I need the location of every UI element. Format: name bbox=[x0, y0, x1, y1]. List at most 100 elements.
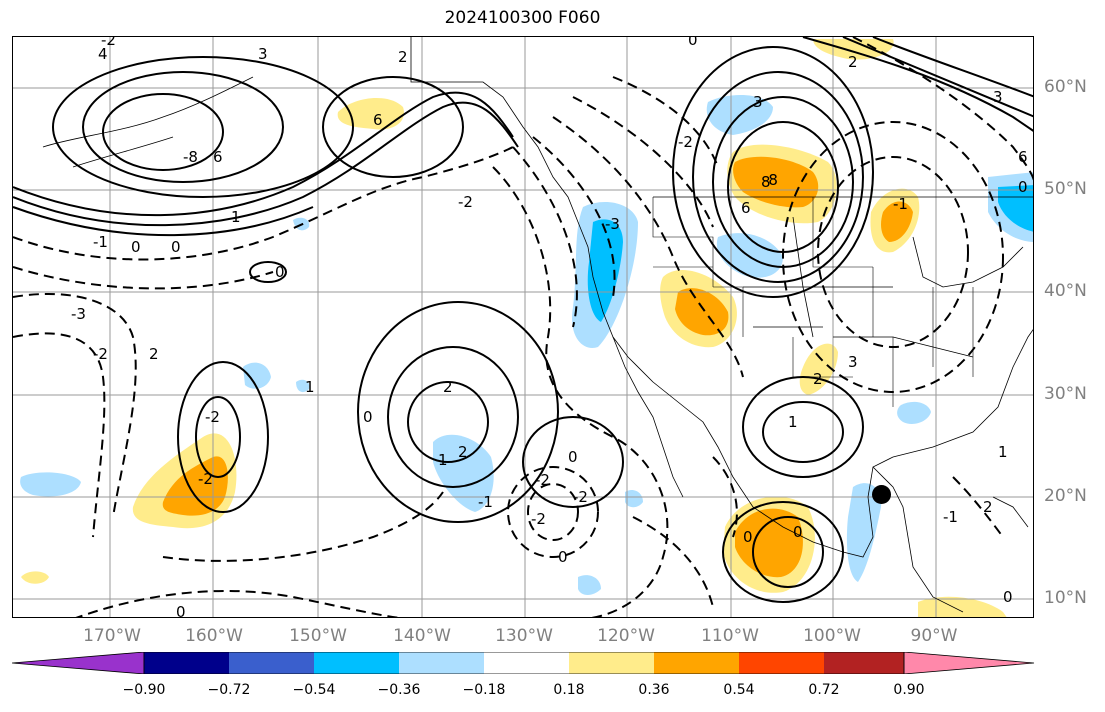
contour-label: 6 bbox=[373, 111, 383, 129]
contour-mexico-1 bbox=[752, 516, 824, 588]
shade-warm-caribbean bbox=[918, 596, 1007, 617]
contour-jet-1 bbox=[13, 91, 514, 217]
shade-cool-small4 bbox=[296, 379, 310, 393]
graticule bbox=[13, 37, 1033, 617]
contour-label: 1 bbox=[788, 413, 798, 431]
contour-label: 2 bbox=[149, 345, 159, 363]
lat-label-60n: 60°N bbox=[1044, 77, 1087, 97]
contour-label: -2 bbox=[531, 510, 546, 528]
lon-label-140w: 140°W bbox=[393, 626, 451, 646]
contour-hawaii-1 bbox=[195, 396, 241, 478]
contour-label: 0 bbox=[171, 238, 181, 256]
colorbar-extend-high bbox=[903, 652, 1035, 674]
contour-label: 0 bbox=[743, 528, 753, 546]
contour-label: 6 bbox=[741, 199, 751, 217]
contour-label: 2 bbox=[443, 378, 453, 396]
shade-cool-california-core bbox=[587, 219, 623, 322]
shade-cool-gulf bbox=[846, 483, 882, 582]
contour-label: 0 bbox=[131, 238, 141, 256]
contour-label: 3 bbox=[993, 88, 1003, 106]
contour-north-jet-2 bbox=[842, 37, 1033, 118]
contour-jet-3 bbox=[13, 206, 314, 237]
shade-cool-west bbox=[20, 472, 81, 497]
shade-cool-small2 bbox=[578, 575, 601, 595]
contour-mexico-2 bbox=[722, 501, 844, 603]
contour-label: -2 bbox=[678, 133, 693, 151]
contour-label: -2 bbox=[101, 37, 116, 49]
shade-warm-small bbox=[21, 571, 49, 584]
contour-label: 0 bbox=[176, 603, 186, 618]
contour-label: -2 bbox=[205, 408, 220, 426]
map-title: 2024100300 F060 bbox=[444, 8, 601, 28]
contour-label: 4 bbox=[98, 45, 108, 63]
lon-label-170w: 170°W bbox=[83, 626, 141, 646]
contour-label: 0 bbox=[793, 523, 803, 541]
lon-label-110w: 110°W bbox=[701, 626, 759, 646]
contour-label: 2 bbox=[813, 370, 823, 388]
colorbar-tick: −0.72 bbox=[207, 682, 251, 698]
contour-label: 0 bbox=[558, 548, 568, 566]
contour-label: 0 bbox=[275, 263, 285, 281]
state-lines bbox=[652, 197, 974, 407]
contour-label: 2 bbox=[398, 48, 408, 66]
contour-label: 1 bbox=[305, 378, 315, 396]
station-marker bbox=[872, 485, 891, 504]
contour-aleutian-low-3 bbox=[52, 56, 354, 198]
lat-label-40n: 40°N bbox=[1044, 281, 1087, 301]
solid-contours bbox=[13, 37, 1033, 603]
contour-label: -2 bbox=[458, 193, 473, 211]
lon-label-120w: 120°W bbox=[597, 626, 655, 646]
shade-warm-gulf-alaska bbox=[337, 97, 404, 130]
contour-hawaii-2 bbox=[177, 361, 269, 513]
contour-label: -2 bbox=[535, 471, 550, 489]
map-panel: 4 3 -2 2 -8 6 6 -8 -1 0 0 1 0 -3 -2 2 1 … bbox=[12, 36, 1034, 618]
contour-label: 0 bbox=[1003, 588, 1013, 606]
colorbar-tick: 0.54 bbox=[723, 682, 755, 698]
contour-pacific-high-1 bbox=[407, 381, 489, 463]
colorbar-extend-low bbox=[12, 652, 145, 674]
lon-label-90w: 90°W bbox=[910, 626, 958, 646]
colorbar-segment bbox=[314, 652, 399, 674]
lon-label-160w: 160°W bbox=[185, 626, 243, 646]
contour-label: -3 bbox=[605, 215, 620, 233]
lat-label-30n: 30°N bbox=[1044, 384, 1087, 404]
contour-label: -2 bbox=[93, 345, 108, 363]
shade-cool-pacific bbox=[433, 434, 494, 512]
contour-gulf-high bbox=[322, 76, 464, 178]
colorbar-tick: −0.90 bbox=[122, 682, 166, 698]
lon-label-130w: 130°W bbox=[495, 626, 553, 646]
shade-warm-greatlakes-core bbox=[881, 201, 913, 242]
shade-warm-mexico-core bbox=[735, 508, 803, 578]
shade-cool-small bbox=[625, 490, 643, 508]
contour-label: 2 bbox=[848, 53, 858, 71]
contour-label: -1 bbox=[943, 508, 958, 526]
colorbar-segment bbox=[229, 652, 314, 674]
contour-canada-low-3 bbox=[692, 71, 864, 283]
contour-small-1 bbox=[249, 261, 287, 283]
colorbar-tick: 0.18 bbox=[553, 682, 585, 698]
contour-label-layer: 4 3 -2 2 -8 6 6 -8 -1 0 0 1 0 -3 -2 2 1 … bbox=[71, 37, 1028, 618]
colorbar-tick: −0.18 bbox=[462, 682, 506, 698]
colorbar-tick: 0.72 bbox=[808, 682, 840, 698]
contour-label: -1 bbox=[478, 493, 493, 511]
colorbar-tick: 0.90 bbox=[893, 682, 925, 698]
colorbar-segment bbox=[824, 652, 904, 674]
contour-label: -1 bbox=[93, 233, 108, 251]
colorbar-tick: −0.54 bbox=[292, 682, 336, 698]
shade-warm-hawaii-core bbox=[162, 456, 228, 516]
contour-canada-low-4 bbox=[672, 46, 874, 298]
contour-jet-2 bbox=[13, 101, 519, 227]
contour-label: 3 bbox=[753, 93, 763, 111]
lon-label-100w: 100°W bbox=[803, 626, 861, 646]
contour-label: 1 bbox=[231, 208, 241, 226]
contour-label: 0 bbox=[688, 37, 698, 49]
shade-warm-plains bbox=[799, 343, 838, 395]
contour-label: 0 bbox=[568, 448, 578, 466]
contour-aleutian-low-2 bbox=[82, 71, 284, 183]
contour-north-jet-3 bbox=[872, 37, 1033, 98]
colorbar-segment bbox=[739, 652, 824, 674]
lat-label-10n: 10°N bbox=[1044, 588, 1087, 608]
contour-label: 0 bbox=[1018, 178, 1028, 196]
map-svg: 4 3 -2 2 -8 6 6 -8 -1 0 0 1 0 -3 -2 2 1 … bbox=[13, 37, 1033, 618]
contour-label: 1 bbox=[998, 443, 1008, 461]
